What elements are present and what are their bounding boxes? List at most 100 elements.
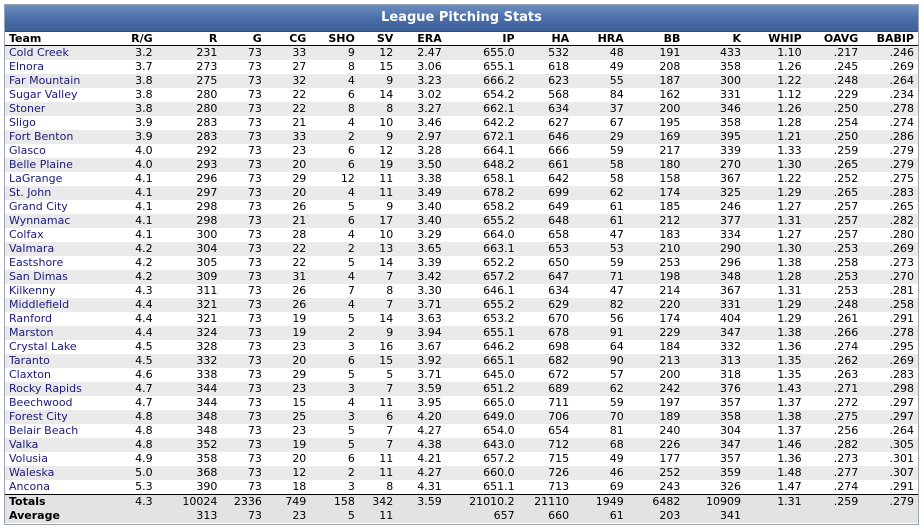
team-link[interactable]: Taranto [5,354,117,368]
team-link[interactable]: Sugar Valley [5,88,117,102]
team-link[interactable]: Sligo [5,116,117,130]
column-header-r-g[interactable]: R/G [116,32,157,46]
stat-cell: 3.23 [397,74,446,88]
column-header-ha[interactable]: HA [518,32,574,46]
table-row: Colfax 4.1 300 73 28 4 10 3.29 664.0 658 47 183 334 1… [5,228,918,242]
column-header-era[interactable]: ERA [397,32,446,46]
column-header-cg[interactable]: CG [265,32,311,46]
team-link[interactable]: Belle Plaine [5,158,117,172]
team-link[interactable]: Middlefield [5,298,117,312]
team-link[interactable]: Elnora [5,60,117,74]
team-link[interactable]: Stoner [5,102,117,116]
stat-cell: 20 [265,158,311,172]
stat-cell: 357 [684,452,746,466]
team-link[interactable]: San Dimas [5,270,117,284]
column-header-bb[interactable]: BB [627,32,685,46]
team-link[interactable]: Far Mountain [5,74,117,88]
stat-cell: 64 [573,340,628,354]
stat-cell: 1.38 [745,256,806,270]
stat-cell: 73 [221,88,266,102]
column-header-ip[interactable]: IP [445,32,519,46]
team-link[interactable]: St. John [5,186,117,200]
team-link[interactable]: Waleska [5,466,117,480]
stat-cell: 1.48 [745,466,806,480]
stat-cell: 1.29 [745,312,806,326]
stat-cell: 678 [518,326,574,340]
stat-cell: .275 [862,172,918,186]
team-link[interactable]: Eastshore [5,256,117,270]
stat-cell: 37 [573,102,628,116]
column-header-k[interactable]: K [684,32,746,46]
team-link[interactable]: Ancona [5,480,117,495]
column-header-oavg[interactable]: OAVG [805,32,863,46]
column-header-sv[interactable]: SV [358,32,398,46]
stat-cell: .265 [805,186,863,200]
stat-cell: 642.2 [445,116,519,130]
stat-cell: .264 [862,424,918,438]
column-header-sho[interactable]: SHO [310,32,359,46]
team-link[interactable]: Glasco [5,144,117,158]
stat-cell: 3 [310,340,359,354]
table-row: Crystal Lake 4.5 328 73 23 3 16 3.67 646.2 698 64 1… [5,340,918,354]
team-link[interactable]: Rocky Rapids [5,382,117,396]
column-header-babip[interactable]: BABIP [862,32,918,46]
stat-cell: 4.8 [116,438,157,452]
stat-cell: 73 [221,340,266,354]
column-header-whip[interactable]: WHIP [745,32,806,46]
team-link[interactable]: Forest City [5,410,117,424]
stat-cell: 29 [265,368,311,382]
stat-cell: 4 [310,228,359,242]
team-link[interactable]: Fort Benton [5,130,117,144]
team-link[interactable]: Colfax [5,228,117,242]
stat-cell: 56 [573,312,628,326]
team-link[interactable]: Valka [5,438,117,452]
stat-cell: 73 [221,242,266,256]
stat-cell: 53 [573,242,628,256]
team-link[interactable]: Valmara [5,242,117,256]
average-label: Average [5,509,117,523]
stat-cell: .234 [862,88,918,102]
stat-cell: 1.33 [745,144,806,158]
team-link[interactable]: Wynnamac [5,214,117,228]
stat-cell: 229 [627,326,685,340]
stat-cell: 59 [573,144,628,158]
stat-cell: .229 [805,88,863,102]
team-link[interactable]: LaGrange [5,172,117,186]
team-link[interactable]: Cold Creek [5,45,117,60]
table-row: Glasco 4.0 292 73 23 6 12 3.28 664.1 666 59 217 339 1… [5,144,918,158]
average-cell: 203 [627,509,685,523]
team-link[interactable]: Grand City [5,200,117,214]
stat-cell: 12 [265,466,311,480]
stat-cell: 1.43 [745,382,806,396]
stat-cell: 377 [684,214,746,228]
column-header-r[interactable]: R [156,32,222,46]
team-link[interactable]: Claxton [5,368,117,382]
stat-cell: 338 [156,368,222,382]
totals-cell: 6482 [627,494,685,509]
stat-cell: 21 [265,214,311,228]
stat-cell: 2 [310,130,359,144]
team-link[interactable]: Belair Beach [5,424,117,438]
stat-cell: 3.40 [397,200,446,214]
stat-cell: 4.6 [116,368,157,382]
stat-cell: .258 [862,298,918,312]
totals-cell: 10024 [156,494,222,509]
team-link[interactable]: Kilkenny [5,284,117,298]
team-link[interactable]: Crystal Lake [5,340,117,354]
stat-cell: 73 [221,298,266,312]
team-link[interactable]: Marston [5,326,117,340]
stat-cell: 1.35 [745,368,806,382]
stat-cell: 59 [573,256,628,270]
column-header-g[interactable]: G [221,32,266,46]
team-link[interactable]: Beechwood [5,396,117,410]
team-link[interactable]: Ranford [5,312,117,326]
team-link[interactable]: Volusia [5,452,117,466]
stat-cell: 19 [265,438,311,452]
column-header-team[interactable]: Team [5,32,117,46]
totals-cell: .259 [805,494,863,509]
stat-cell: 672.1 [445,130,519,144]
stat-cell: .258 [805,256,863,270]
totals-cell: 21110 [518,494,574,509]
column-header-hra[interactable]: HRA [573,32,628,46]
table-row: Eastshore 4.2 305 73 22 5 14 3.39 652.2 650 59 253 2… [5,256,918,270]
